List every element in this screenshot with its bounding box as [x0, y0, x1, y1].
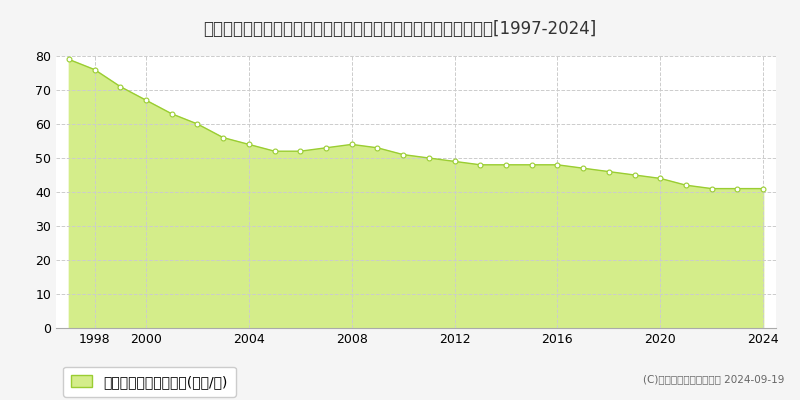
- Legend: 基準地価　平均嵪単価(万円/嵪): 基準地価 平均嵪単価(万円/嵪): [63, 366, 236, 397]
- Text: 神奈川県横須賀市桜が丘１丁目８６番３６　基準地価　地価推移[1997-2024]: 神奈川県横須賀市桜が丘１丁目８６番３６ 基準地価 地価推移[1997-2024]: [203, 20, 597, 38]
- Text: (C)土地価格ドットコム　 2024-09-19: (C)土地価格ドットコム 2024-09-19: [642, 374, 784, 384]
